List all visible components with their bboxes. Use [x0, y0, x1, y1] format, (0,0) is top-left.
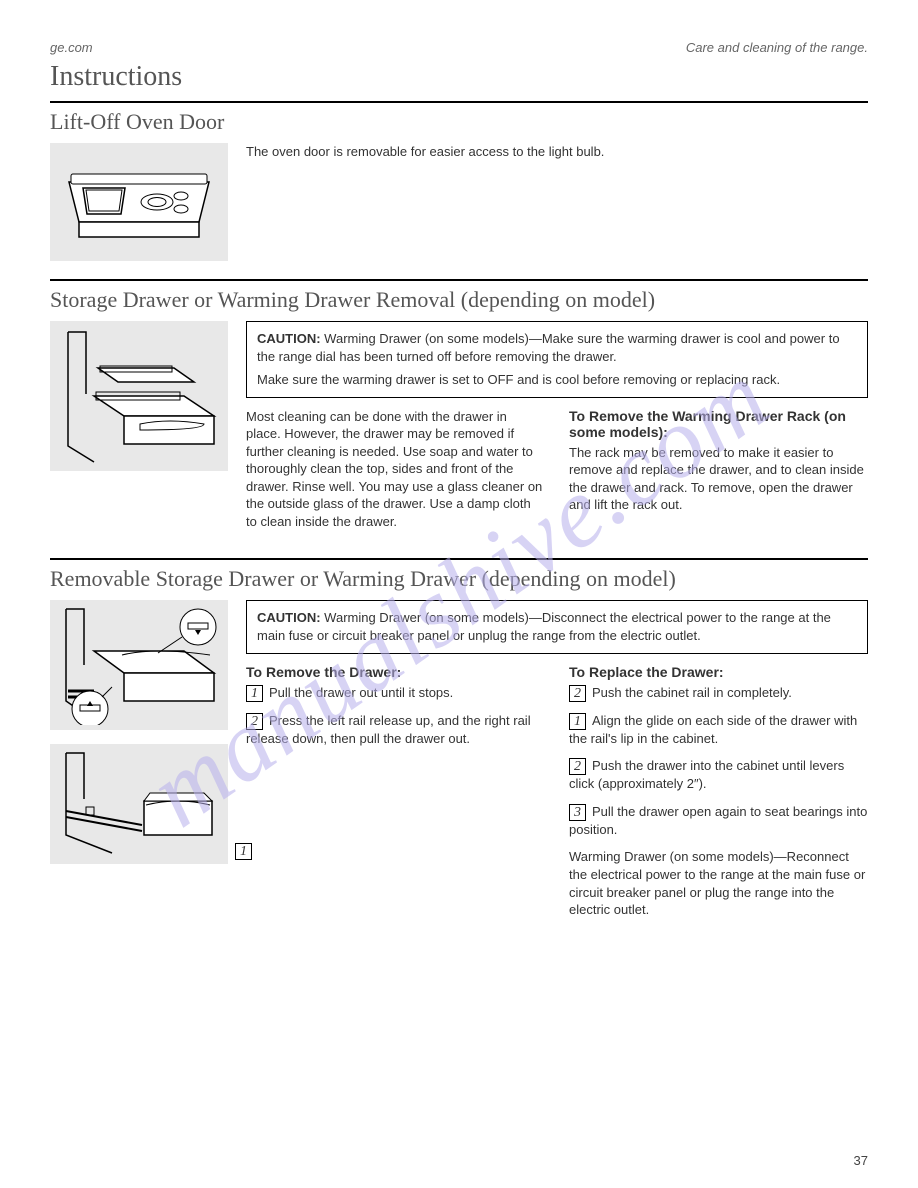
replace-step-2: Align the glide on each side of the draw…: [569, 713, 857, 746]
replace-heading: To Replace the Drawer:: [569, 664, 868, 680]
drawer-insert-illustration: 1: [50, 744, 228, 864]
section-rule: [50, 101, 868, 103]
caution-body2: Make sure the warming drawer is set to O…: [257, 371, 857, 389]
section-rule: [50, 279, 868, 281]
section-warming: Storage Drawer or Warming Drawer Removal…: [50, 287, 868, 540]
replace-step-4: Pull the drawer open again to seat beari…: [569, 804, 867, 837]
remove-step-2: Press the left rail release up, and the …: [246, 713, 531, 746]
drawer-rails-illustration: [50, 600, 228, 730]
header-right: Care and cleaning of the range.: [686, 40, 868, 55]
page-number: 37: [854, 1153, 868, 1168]
step-number-icon: 2: [246, 713, 263, 730]
section-remove: Removable Storage Drawer or Warming Draw…: [50, 566, 868, 928]
caution-label: CAUTION:: [257, 610, 321, 625]
warming-drawer-illustration: [50, 321, 228, 471]
caution-body: Warming Drawer (on some models)—Make sur…: [257, 331, 840, 364]
remove-steps-col: To Remove the Drawer: 1 Pull the drawer o…: [246, 664, 545, 929]
step-number-icon: 2: [569, 685, 586, 702]
section-rule: [50, 558, 868, 560]
caution-body: Warming Drawer (on some models)—Disconne…: [257, 610, 831, 643]
stovetop-illustration: [50, 143, 228, 261]
illus-step-1: 1: [235, 843, 252, 860]
section-title: Storage Drawer or Warming Drawer Removal…: [50, 287, 868, 313]
warming-reconnect: Warming Drawer (on some models)—Reconnec…: [569, 848, 868, 918]
step-number-icon: 1: [246, 685, 263, 702]
step-number-icon: 2: [569, 758, 586, 775]
replace-steps-col: To Replace the Drawer: 2 Push the cabinet…: [569, 664, 868, 929]
section-lift-off: Lift-Off Oven Door The oven door is remo…: [50, 109, 868, 261]
replace-step-1: Push the cabinet rail in completely.: [592, 685, 792, 700]
replace-step-3: Push the drawer into the cabinet until l…: [569, 758, 844, 791]
warming-intro: Most cleaning can be done with the drawe…: [246, 408, 545, 531]
caution-box: CAUTION: Warming Drawer (on some models)…: [246, 600, 868, 653]
remove-step-1: Pull the drawer out until it stops.: [269, 685, 453, 700]
rack-heading: To Remove the Warming Drawer Rack (on so…: [569, 408, 868, 440]
step-number-icon: 3: [569, 804, 586, 821]
remove-heading: To Remove the Drawer:: [246, 664, 545, 680]
caution-label: CAUTION:: [257, 331, 321, 346]
main-heading: Instructions: [50, 61, 868, 93]
lift-off-body: The oven door is removable for easier ac…: [246, 143, 868, 161]
rack-body: The rack may be removed to make it easie…: [569, 444, 868, 514]
step-number-icon: 1: [569, 713, 586, 730]
caution-box: CAUTION: Warming Drawer (on some models)…: [246, 321, 868, 398]
section-title: Removable Storage Drawer or Warming Draw…: [50, 566, 868, 592]
section-title: Lift-Off Oven Door: [50, 109, 868, 135]
page-header: ge.com Care and cleaning of the range.: [50, 40, 868, 55]
header-left: ge.com: [50, 40, 93, 55]
lift-off-body-col: The oven door is removable for easier ac…: [246, 143, 868, 261]
